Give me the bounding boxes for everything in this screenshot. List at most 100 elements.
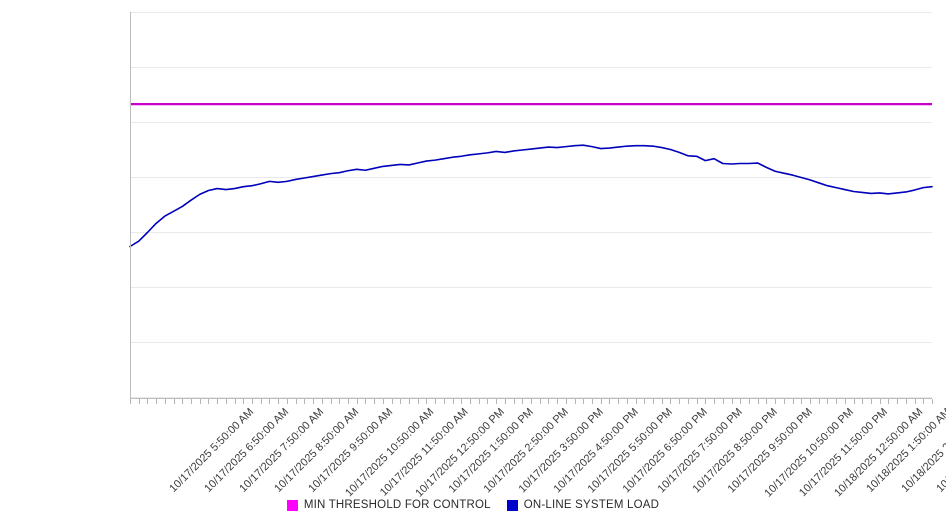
x-axis-tick xyxy=(391,399,393,404)
x-axis-tick xyxy=(809,399,811,404)
y-axis-line xyxy=(130,12,131,399)
x-axis-tick xyxy=(687,399,689,404)
x-axis-tick xyxy=(487,399,489,404)
x-axis-tick xyxy=(775,399,777,404)
legend-entry[interactable]: MIN THRESHOLD FOR CONTROL xyxy=(286,499,491,511)
x-axis-tick xyxy=(635,399,637,404)
x-axis-tick xyxy=(853,399,855,404)
x-axis-tick xyxy=(199,399,201,404)
x-axis-tick xyxy=(801,399,803,404)
x-axis-tick xyxy=(365,399,367,404)
x-axis-tick xyxy=(592,399,594,404)
x-axis-tick xyxy=(653,399,655,404)
x-axis-tick xyxy=(836,399,838,404)
x-axis-tick xyxy=(269,399,271,404)
legend-label: MIN THRESHOLD FOR CONTROL xyxy=(303,499,491,511)
x-axis-tick xyxy=(757,399,759,404)
x-axis-tick xyxy=(714,399,716,404)
series-line-on-line-system-load xyxy=(129,144,933,248)
x-axis-tick xyxy=(905,399,907,404)
x-axis-tick xyxy=(356,399,358,404)
x-axis-tick xyxy=(705,399,707,404)
x-axis-tick xyxy=(722,399,724,404)
x-axis-tick xyxy=(408,399,410,404)
x-axis-tick xyxy=(452,399,454,404)
x-axis-tick xyxy=(252,399,254,404)
x-axis-tick xyxy=(243,399,245,404)
legend-swatch-icon xyxy=(286,499,298,511)
x-axis-tick xyxy=(574,399,576,404)
x-axis-line xyxy=(130,398,932,399)
x-axis-tick xyxy=(496,399,498,404)
x-axis-tick xyxy=(670,399,672,404)
x-axis-tick xyxy=(478,399,480,404)
x-axis-tick xyxy=(374,399,376,404)
x-axis-tick xyxy=(783,399,785,404)
x-axis-tick xyxy=(130,399,131,404)
x-axis-tick xyxy=(618,399,620,404)
x-axis-tick xyxy=(661,399,663,404)
x-axis-tick xyxy=(286,399,288,404)
x-axis-tick xyxy=(626,399,628,404)
x-axis-tick xyxy=(548,399,550,404)
x-axis-tick xyxy=(539,399,541,404)
x-axis-tick xyxy=(766,399,768,404)
x-axis-tick xyxy=(531,399,532,404)
x-axis-tick xyxy=(164,399,166,404)
legend-entry[interactable]: ON-LINE SYSTEM LOAD xyxy=(506,499,660,511)
x-axis-tick xyxy=(138,399,140,404)
x-axis-tick xyxy=(313,399,315,404)
x-axis-tick xyxy=(260,399,262,404)
x-axis-tick xyxy=(321,399,323,404)
series-layer xyxy=(129,103,933,248)
x-axis-labels: 10/17/2025 5:50:00 AM 10/17/2025 6:50:00 … xyxy=(0,398,946,500)
x-axis-tick xyxy=(522,399,524,404)
x-axis-tick xyxy=(417,399,419,404)
x-axis-tick xyxy=(644,399,646,404)
x-axis-tick xyxy=(435,399,437,404)
x-axis-tick xyxy=(330,399,332,404)
x-axis-tick xyxy=(862,399,864,404)
x-axis-tick xyxy=(191,399,193,404)
x-axis-tick xyxy=(469,399,471,404)
x-axis-tick xyxy=(295,399,297,404)
x-axis-tick xyxy=(583,399,585,404)
x-axis-tick xyxy=(879,399,881,404)
x-axis-tick xyxy=(914,399,916,404)
chart-legend: MIN THRESHOLD FOR CONTROL ON-LINE SYSTEM … xyxy=(0,494,946,516)
x-axis-tick xyxy=(347,399,349,404)
x-axis-tick xyxy=(932,399,933,404)
x-axis-tick xyxy=(696,399,698,404)
x-axis-tick xyxy=(147,399,149,404)
x-axis-tick xyxy=(557,399,559,404)
x-axis-tick xyxy=(679,399,681,404)
x-axis-tick xyxy=(461,399,463,404)
x-axis-tick xyxy=(426,399,428,404)
x-axis-tick xyxy=(225,399,227,404)
x-axis-tick xyxy=(740,399,742,404)
x-axis-tick xyxy=(792,399,794,404)
x-axis-tick xyxy=(844,399,846,404)
x-axis-tick xyxy=(565,399,567,404)
x-axis-tick xyxy=(870,399,872,404)
x-axis-tick xyxy=(234,399,236,404)
legend-swatch-icon xyxy=(506,499,518,511)
x-axis-tick xyxy=(609,399,611,404)
x-axis-tick xyxy=(278,399,280,404)
x-axis-tick xyxy=(443,399,445,404)
x-axis-tick xyxy=(513,399,515,404)
x-axis-tick xyxy=(923,399,925,404)
plot-area xyxy=(129,12,933,398)
x-axis-tick xyxy=(156,399,158,404)
x-axis-tick xyxy=(897,399,899,404)
x-axis-tick xyxy=(339,399,341,404)
x-axis-tick xyxy=(600,399,602,404)
x-axis-tick xyxy=(304,399,306,404)
x-axis-ticks xyxy=(130,399,933,404)
x-axis-tick xyxy=(173,399,175,404)
x-axis-tick xyxy=(400,399,402,404)
x-axis-tick xyxy=(818,399,820,404)
legend-label: ON-LINE SYSTEM LOAD xyxy=(523,499,660,511)
x-axis-tick xyxy=(827,399,829,404)
